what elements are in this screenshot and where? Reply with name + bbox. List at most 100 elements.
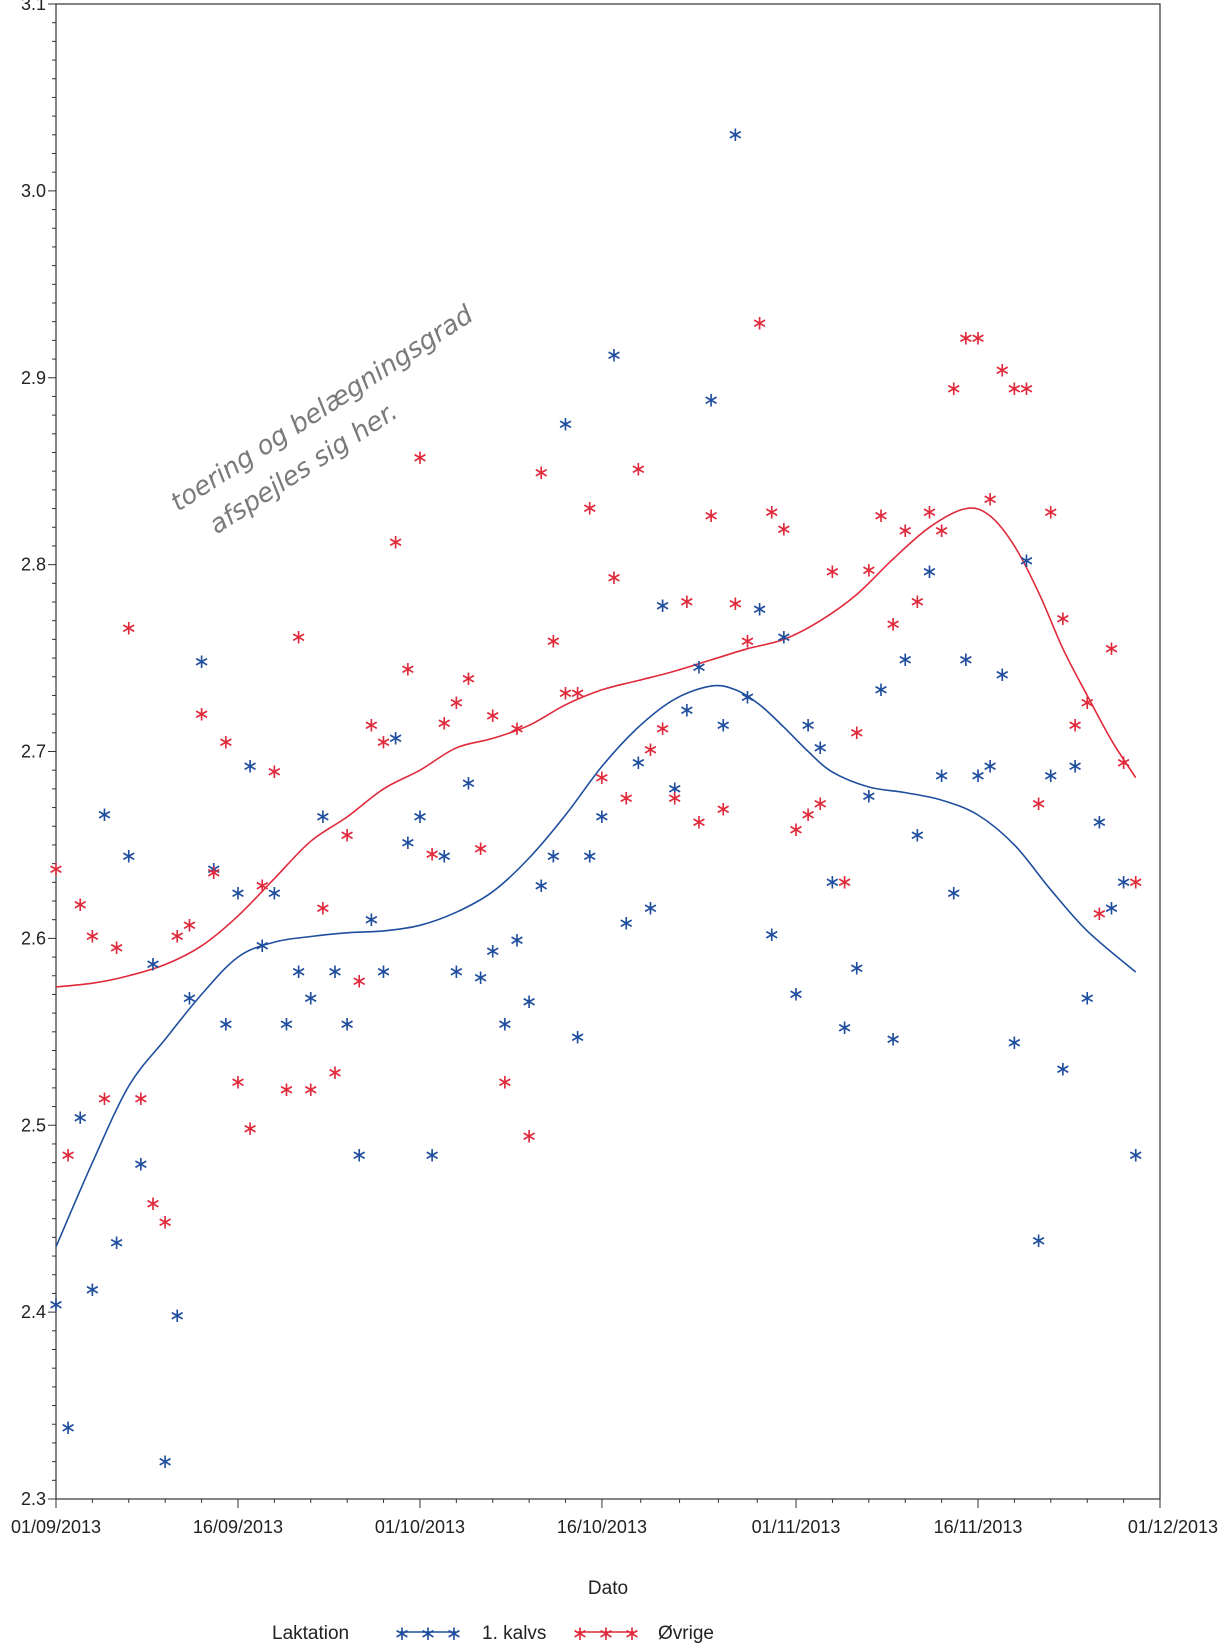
smooth-line-1-kalvs xyxy=(55,684,1137,1248)
data-point-1-kalvs: ∗ xyxy=(278,1011,295,1035)
data-point-ovrige: ∗ xyxy=(217,729,234,753)
data-point-ovrige: ∗ xyxy=(339,823,356,847)
data-point-ovrige: ∗ xyxy=(982,486,999,510)
data-point-ovrige: ∗ xyxy=(909,589,926,613)
data-point-1-kalvs: ∗ xyxy=(230,881,247,905)
annotation-line-1: toering og belægningsgrad xyxy=(165,300,479,518)
data-point-ovrige: ∗ xyxy=(363,712,380,736)
data-point-ovrige: ∗ xyxy=(1006,376,1023,400)
data-point-1-kalvs: ∗ xyxy=(788,982,805,1006)
data-point-ovrige: ∗ xyxy=(399,656,416,680)
data-point-1-kalvs: ∗ xyxy=(145,952,162,976)
data-point-ovrige: ∗ xyxy=(581,496,598,520)
data-point-1-kalvs: ∗ xyxy=(945,881,962,905)
data-point-ovrige: ∗ xyxy=(836,869,853,893)
data-point-1-kalvs: ∗ xyxy=(399,830,416,854)
data-point-1-kalvs: ∗ xyxy=(509,927,526,951)
data-point-1-kalvs: ∗ xyxy=(824,869,841,893)
data-point-ovrige: ∗ xyxy=(994,357,1011,381)
data-point-1-kalvs: ∗ xyxy=(496,1011,513,1035)
data-point-ovrige: ∗ xyxy=(436,711,453,735)
data-point-ovrige: ∗ xyxy=(108,935,125,959)
data-point-1-kalvs: ∗ xyxy=(1091,810,1108,834)
data-point-1-kalvs: ∗ xyxy=(120,843,137,867)
data-point-1-kalvs: ∗ xyxy=(800,712,817,736)
data-point-ovrige: ∗ xyxy=(242,1116,259,1140)
x-tick-label: 01/09/2013 xyxy=(11,1517,101,1537)
data-point-1-kalvs: ∗ xyxy=(569,1025,586,1049)
data-point-1-kalvs: ∗ xyxy=(48,1292,65,1316)
data-point-ovrige: ∗ xyxy=(96,1086,113,1110)
data-point-ovrige: ∗ xyxy=(751,311,768,335)
data-point-ovrige: ∗ xyxy=(606,565,623,589)
data-point-1-kalvs: ∗ xyxy=(424,1142,441,1166)
data-point-ovrige: ∗ xyxy=(387,529,404,553)
data-point-ovrige: ∗ xyxy=(860,557,877,581)
data-point-ovrige: ∗ xyxy=(448,690,465,714)
data-point-1-kalvs: ∗ xyxy=(351,1142,368,1166)
data-point-1-kalvs: ∗ xyxy=(1127,1142,1144,1166)
y-tick-label: 3.0 xyxy=(21,181,46,201)
data-point-ovrige: ∗ xyxy=(800,802,817,826)
data-point-ovrige: ∗ xyxy=(630,456,647,480)
data-point-ovrige: ∗ xyxy=(1115,750,1132,774)
data-point-ovrige: ∗ xyxy=(254,873,271,897)
data-point-1-kalvs: ∗ xyxy=(339,1011,356,1035)
data-point-ovrige: ∗ xyxy=(691,810,708,834)
data-point-1-kalvs: ∗ xyxy=(84,1277,101,1301)
data-point-ovrige: ∗ xyxy=(120,615,137,639)
data-point-ovrige: ∗ xyxy=(654,716,671,740)
y-tick-label: 2.7 xyxy=(21,742,46,762)
data-point-1-kalvs: ∗ xyxy=(1115,869,1132,893)
data-point-ovrige: ∗ xyxy=(375,729,392,753)
data-point-1-kalvs: ∗ xyxy=(448,959,465,983)
y-tick-label: 2.5 xyxy=(21,1115,46,1135)
y-tick-label: 2.6 xyxy=(21,928,46,948)
data-point-ovrige: ∗ xyxy=(763,499,780,523)
data-point-ovrige: ∗ xyxy=(594,765,611,789)
data-point-1-kalvs: ∗ xyxy=(630,750,647,774)
data-point-1-kalvs: ∗ xyxy=(1030,1228,1047,1252)
data-point-ovrige: ∗ xyxy=(424,841,441,865)
data-point-1-kalvs: ∗ xyxy=(727,122,744,146)
data-point-1-kalvs: ∗ xyxy=(60,1415,77,1439)
y-axis: 2.3 2.4 2.5 2.6 2.7 2.8 2.9 3.0 3.1 xyxy=(21,0,56,1509)
data-point-ovrige: ∗ xyxy=(509,716,526,740)
data-point-ovrige: ∗ xyxy=(788,817,805,841)
data-point-ovrige: ∗ xyxy=(72,892,89,916)
legend-item-1-kalvs: ∗ ∗ ∗ xyxy=(394,1621,463,1645)
data-point-ovrige: ∗ xyxy=(1030,791,1047,815)
data-points: ∗ ∗ ∗ ∗ ∗ ∗ ∗ ∗ ∗ ∗ ∗ ∗ ∗ ∗ ∗ ∗ ∗ ∗ ∗ ∗ ∗ ∗ ∗ ∗ ∗ ∗ ∗ ∗ ∗ ∗ ∗ ∗ ∗ ∗ ∗ ∗ ∗ ∗ ∗ ∗… xyxy=(48,122,1145,1473)
data-point-ovrige: ∗ xyxy=(958,326,975,350)
data-point-ovrige: ∗ xyxy=(933,518,950,542)
data-point-ovrige: ∗ xyxy=(1042,499,1059,523)
y-tick-label: 2.9 xyxy=(21,368,46,388)
data-point-ovrige: ∗ xyxy=(1079,690,1096,714)
data-point-ovrige: ∗ xyxy=(484,703,501,727)
data-point-ovrige: ∗ xyxy=(230,1069,247,1093)
data-point-1-kalvs: ∗ xyxy=(545,843,562,867)
smooth-line-ovrige xyxy=(55,507,1137,988)
data-point-ovrige: ∗ xyxy=(569,681,586,705)
data-point-ovrige: ∗ xyxy=(315,896,332,920)
data-point-1-kalvs: ∗ xyxy=(581,843,598,867)
legend-marker: ∗ xyxy=(572,1621,589,1645)
data-point-1-kalvs: ∗ xyxy=(933,763,950,787)
data-point-1-kalvs: ∗ xyxy=(412,804,429,828)
data-point-ovrige: ∗ xyxy=(60,1142,77,1166)
data-point-1-kalvs: ∗ xyxy=(484,939,501,963)
data-point-ovrige: ∗ xyxy=(1127,869,1144,893)
data-point-1-kalvs: ∗ xyxy=(691,655,708,679)
legend-marker: ∗ xyxy=(598,1621,615,1645)
data-point-ovrige: ∗ xyxy=(1018,376,1035,400)
data-point-1-kalvs: ∗ xyxy=(472,965,489,989)
data-point-1-kalvs: ∗ xyxy=(751,597,768,621)
data-point-1-kalvs: ∗ xyxy=(776,625,793,649)
data-point-1-kalvs: ∗ xyxy=(897,647,914,671)
data-point-1-kalvs: ∗ xyxy=(654,593,671,617)
data-point-1-kalvs: ∗ xyxy=(557,412,574,436)
data-point-ovrige: ∗ xyxy=(48,856,65,880)
data-point-1-kalvs: ∗ xyxy=(606,342,623,366)
data-point-1-kalvs: ∗ xyxy=(1079,985,1096,1009)
handwritten-annotation: toering og belægningsgrad afspejles sig … xyxy=(165,300,479,541)
